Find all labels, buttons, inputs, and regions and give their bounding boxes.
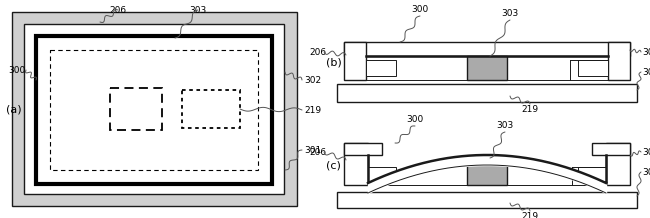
- Bar: [344, 143, 368, 185]
- Bar: [578, 60, 608, 76]
- Bar: [344, 42, 630, 56]
- Text: (a): (a): [6, 104, 21, 114]
- Text: 300: 300: [411, 5, 428, 14]
- Bar: [368, 167, 396, 181]
- Bar: [606, 143, 630, 185]
- Bar: [50, 50, 258, 170]
- Bar: [182, 90, 240, 128]
- Text: 219: 219: [521, 105, 539, 114]
- Bar: [36, 36, 272, 184]
- Text: 301: 301: [642, 148, 650, 157]
- Bar: [592, 143, 630, 155]
- Text: 206: 206: [309, 48, 326, 56]
- Text: 219: 219: [521, 212, 539, 218]
- Bar: [366, 60, 396, 76]
- Bar: [608, 42, 630, 80]
- Text: 300: 300: [406, 115, 424, 124]
- Text: 301: 301: [304, 145, 321, 155]
- Bar: [12, 12, 297, 206]
- Text: 302: 302: [642, 68, 650, 77]
- Bar: [467, 163, 507, 185]
- Text: 302: 302: [304, 75, 321, 85]
- Text: 206: 206: [309, 148, 326, 157]
- Bar: [578, 167, 606, 181]
- Text: 219: 219: [304, 106, 321, 114]
- Text: 301: 301: [642, 48, 650, 56]
- Bar: [344, 143, 382, 155]
- Text: 303: 303: [189, 6, 207, 15]
- Text: 206: 206: [109, 6, 127, 15]
- Text: (b): (b): [326, 57, 342, 67]
- Bar: [110, 88, 162, 130]
- Bar: [467, 56, 507, 80]
- Text: 303: 303: [497, 121, 514, 130]
- Text: 300: 300: [8, 65, 25, 75]
- Text: 302: 302: [642, 167, 650, 177]
- Text: (c): (c): [326, 160, 341, 170]
- Bar: [24, 24, 284, 194]
- Bar: [344, 42, 366, 80]
- Bar: [337, 192, 637, 208]
- Text: 303: 303: [501, 9, 519, 18]
- Bar: [337, 84, 637, 102]
